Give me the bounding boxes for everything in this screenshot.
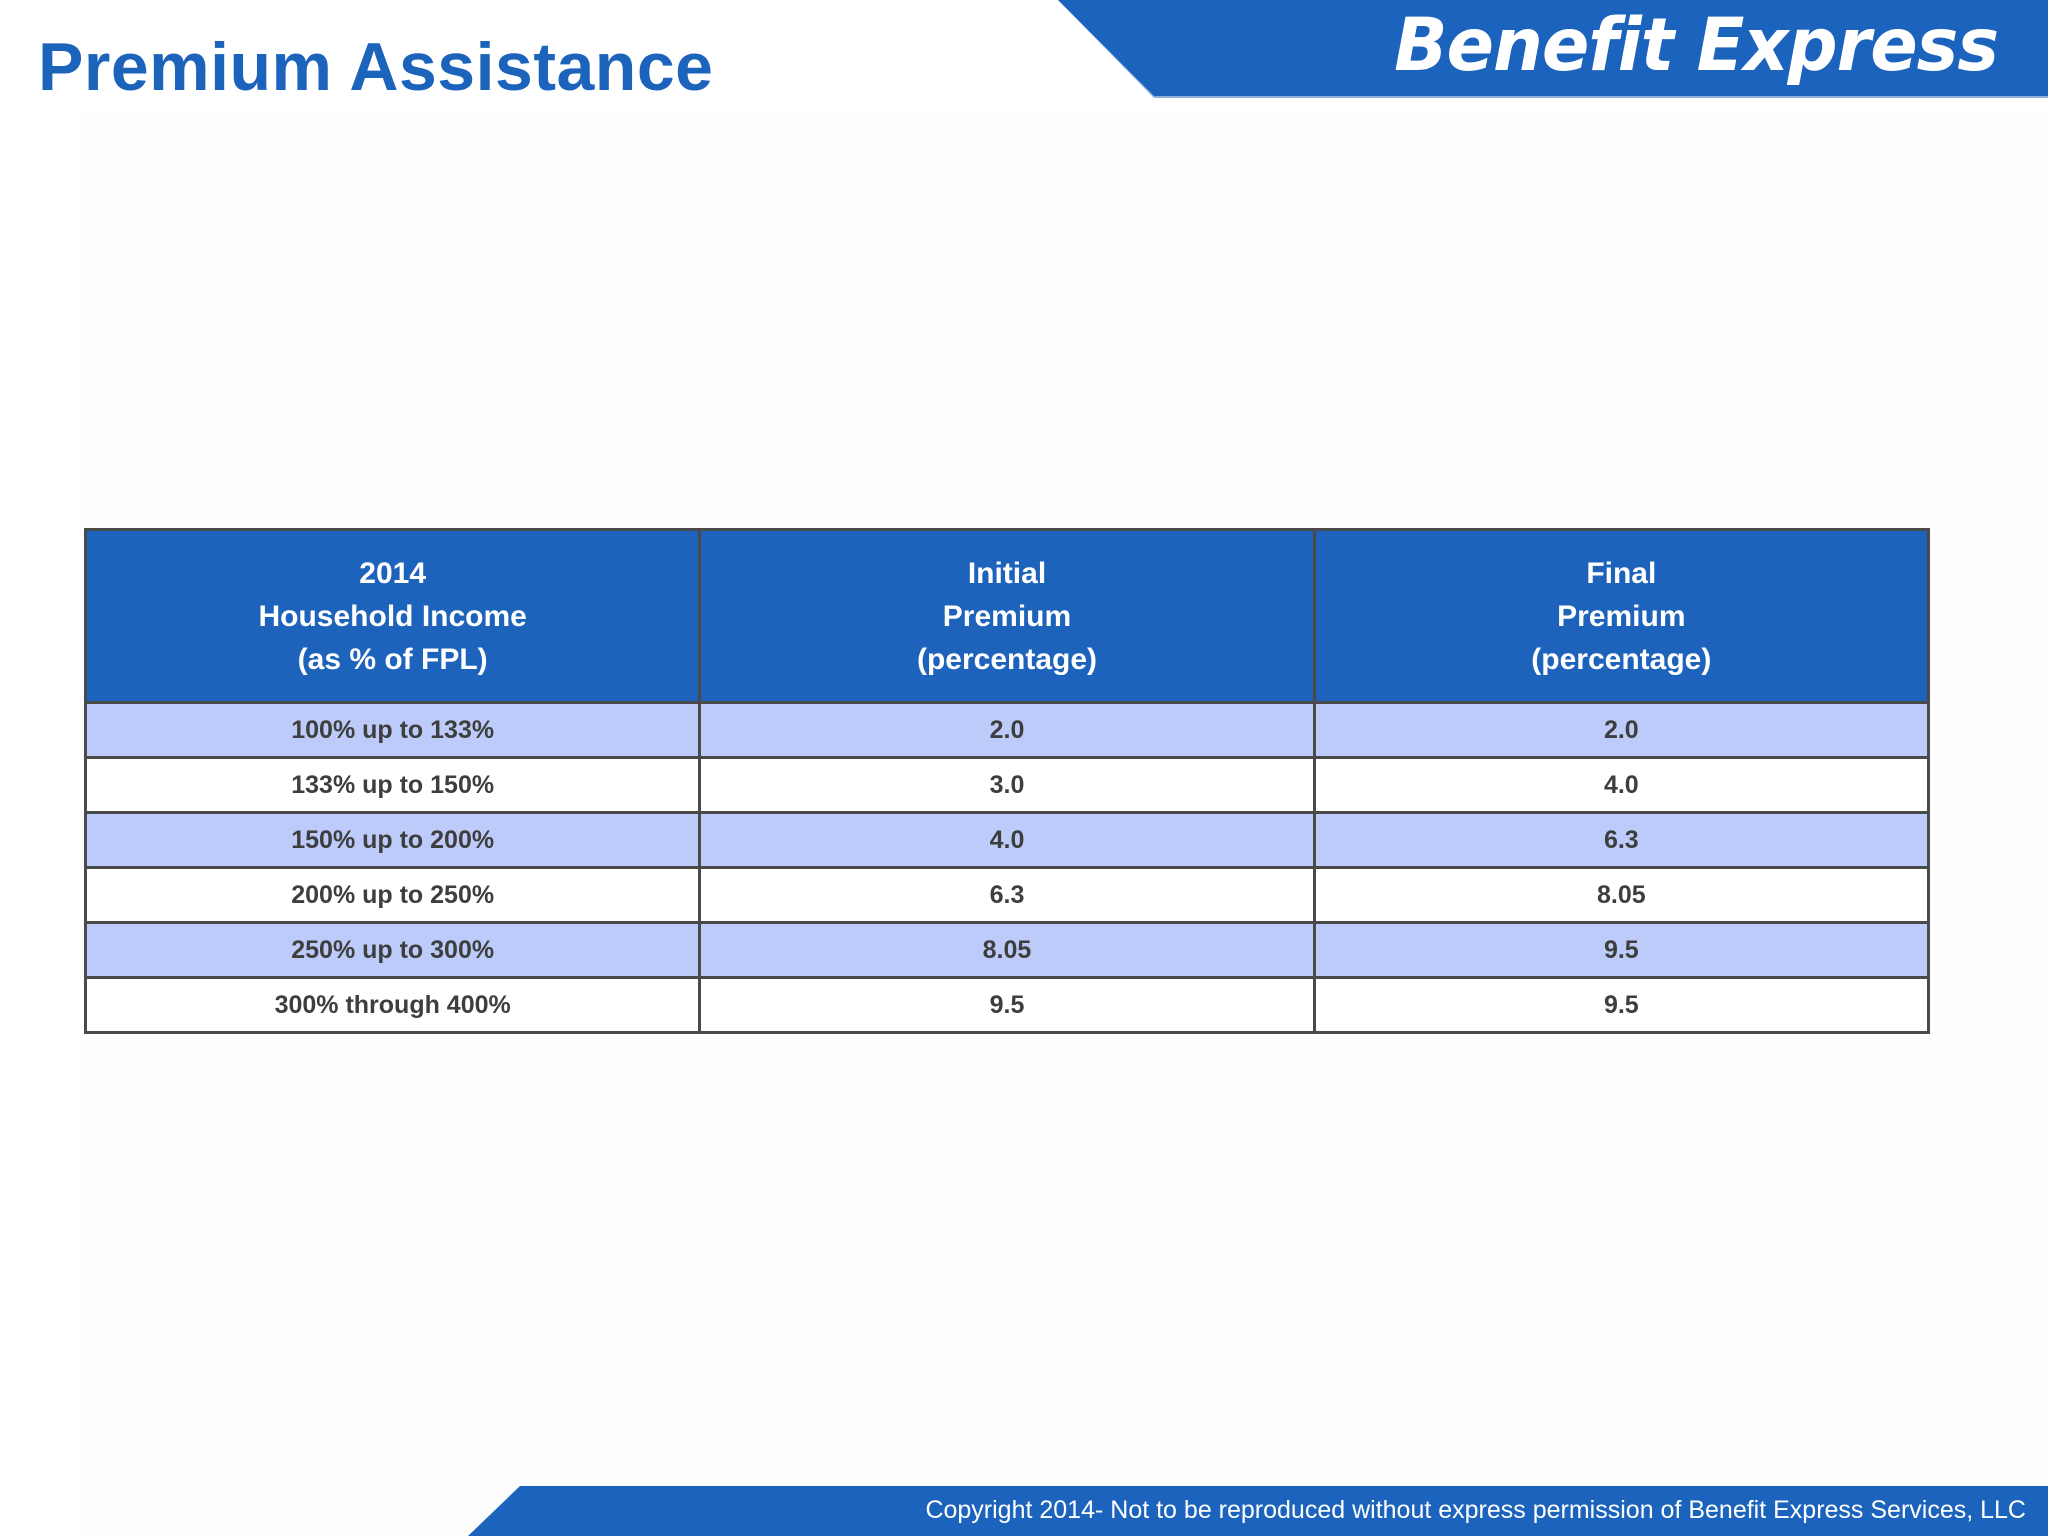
final-premium-cell: 2.0 <box>1312 701 1931 759</box>
table-header-row: 2014 Household Income (as % of FPL) Init… <box>83 528 1931 704</box>
initial-premium-cell: 8.05 <box>698 921 1316 979</box>
table-row: 100% up to 133% 2.0 2.0 <box>83 701 1931 759</box>
copyright-notice: Copyright 2014- Not to be reproduced wit… <box>925 1496 2026 1524</box>
income-range-cell: 133% up to 150% <box>83 756 702 814</box>
header-initial-premium: Initial Premium (percentage) <box>698 528 1316 704</box>
header-line: Initial <box>967 556 1047 590</box>
header-final-premium: Final Premium (percentage) <box>1312 528 1931 704</box>
header-line: (percentage) <box>1531 642 1712 676</box>
income-range-cell: 150% up to 200% <box>83 811 702 869</box>
initial-premium-cell: 4.0 <box>698 811 1316 869</box>
header-banner: Benefit Express <box>1058 0 2048 96</box>
header-line: Premium <box>942 599 1072 633</box>
final-premium-cell: 9.5 <box>1312 976 1931 1034</box>
header-line: Household Income <box>258 599 527 633</box>
table-row: 150% up to 200% 4.0 6.3 <box>83 811 1931 869</box>
header-household-income: 2014 Household Income (as % of FPL) <box>83 528 702 704</box>
final-premium-cell: 4.0 <box>1312 756 1931 814</box>
table-row: 200% up to 250% 6.3 8.05 <box>83 866 1931 924</box>
table-row: 250% up to 300% 8.05 9.5 <box>83 921 1931 979</box>
header-line: 2014 <box>359 556 427 590</box>
income-range-cell: 300% through 400% <box>83 976 702 1034</box>
income-range-cell: 200% up to 250% <box>83 866 702 924</box>
income-range-cell: 250% up to 300% <box>83 921 702 979</box>
initial-premium-cell: 6.3 <box>698 866 1316 924</box>
header-line: (as % of FPL) <box>297 642 488 676</box>
final-premium-cell: 8.05 <box>1312 866 1931 924</box>
income-range-cell: 100% up to 133% <box>83 701 702 759</box>
premium-table-container: 2014 Household Income (as % of FPL) Init… <box>83 528 1931 1034</box>
header-line: Premium <box>1557 599 1686 633</box>
slide-margin <box>0 0 82 1536</box>
header-line: Final <box>1586 556 1657 590</box>
final-premium-cell: 6.3 <box>1312 811 1931 869</box>
final-premium-cell: 9.5 <box>1312 921 1931 979</box>
table-row: 300% through 400% 9.5 9.5 <box>83 976 1931 1034</box>
page-title: Premium Assistance <box>38 29 714 105</box>
table-row: 133% up to 150% 3.0 4.0 <box>83 756 1931 814</box>
initial-premium-cell: 3.0 <box>698 756 1316 814</box>
initial-premium-cell: 9.5 <box>698 976 1316 1034</box>
footer-band <box>468 1486 2048 1536</box>
header-line: (percentage) <box>916 642 1098 676</box>
brand-logo: Benefit Express <box>1394 1 1999 89</box>
premium-assistance-table: 2014 Household Income (as % of FPL) Init… <box>83 528 1931 1034</box>
initial-premium-cell: 2.0 <box>698 701 1316 759</box>
